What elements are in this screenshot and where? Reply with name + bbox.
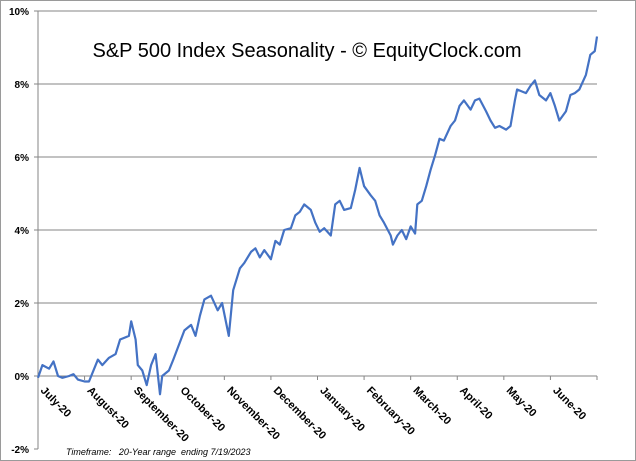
y-axis-ticks: -2% 0% 2% 4% 6% 8% 10% <box>9 7 38 456</box>
x-tick-label: March-20 <box>411 385 454 428</box>
y-tick-label: 0% <box>15 372 30 383</box>
y-tick-label: 10% <box>9 7 29 18</box>
series-line <box>36 36 599 396</box>
y-tick-label: 6% <box>15 153 30 164</box>
gridlines <box>38 10 597 304</box>
x-tick-label: July-20 <box>38 385 73 420</box>
x-axis-ticks: July-20 August-20 September-20October-20No… <box>37 376 598 445</box>
x-tick-label: June-20 <box>550 385 588 423</box>
y-tick-label: -2% <box>11 445 29 456</box>
y-tick-label: 4% <box>15 226 30 237</box>
x-tick-label: May-20 <box>504 385 539 420</box>
x-tick-label: February-20 <box>364 385 417 438</box>
y-tick-label: 2% <box>15 299 30 310</box>
x-tick-label: April-20 <box>457 385 494 422</box>
x-tick-label: January-20 <box>317 385 367 435</box>
y-tick-label: 8% <box>15 80 30 91</box>
x-tick-label: August-20 <box>84 385 131 432</box>
chart-title: S&P 500 Index Seasonality - © EquityCloc… <box>92 40 521 62</box>
x-tick-label: October-20 <box>178 385 228 435</box>
timeframe-footnote: Timeframe: 20-Year range ending 7/19/202… <box>66 447 251 457</box>
